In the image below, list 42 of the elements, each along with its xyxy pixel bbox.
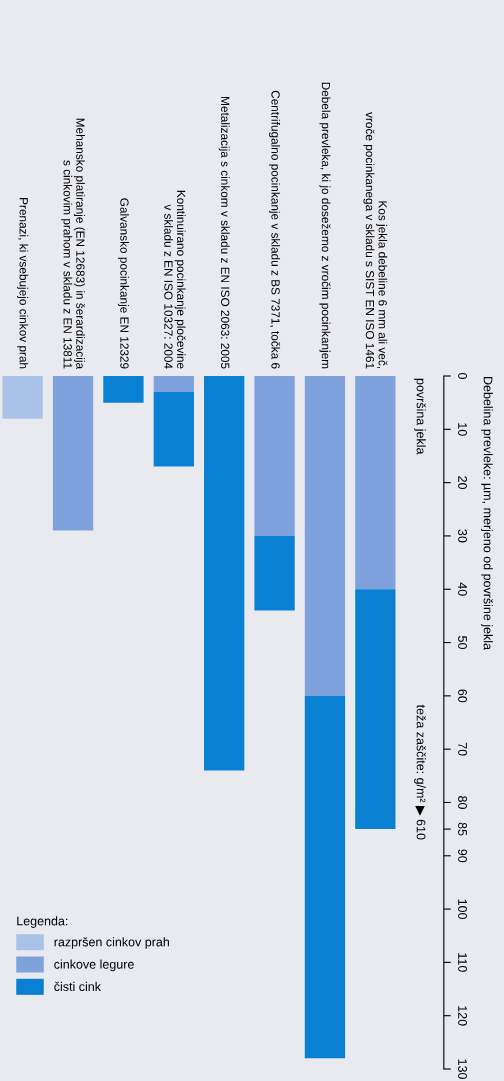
bar [103, 376, 144, 403]
x-tick-label: Kos jekla debeline 6 mm ali več, vroče pocinkanega v skladu s SIST EN ISO 1461 [363, 112, 388, 369]
y-tick-label: 60 [458, 689, 467, 703]
bar [52, 376, 94, 531]
bar [355, 376, 396, 590]
y-tick-label: 120 [458, 1006, 467, 1026]
y-tick-label: 40 [458, 582, 467, 596]
bar [153, 376, 194, 392]
x-tick-label: Mehansko platiranje (EN 12683) in šerardizacija s cinkovim prahom v skladu z EN 13811 [61, 118, 85, 370]
legend-label: razpršen cinkov prah [54, 937, 169, 949]
bar [355, 589, 396, 830]
bar [204, 376, 245, 771]
y-tick-label: 10 [458, 423, 467, 436]
y-tick-label: 30 [458, 529, 467, 543]
y-tick-label: 70 [458, 742, 467, 756]
y-tick-label: 0 [458, 373, 467, 379]
x-tick-label: Centrifugalno pocinkanje v skladu z BS 7371, točka 6 [269, 90, 281, 369]
y-tick-label: 85 [458, 822, 467, 836]
y-tick-label: 80 [458, 796, 467, 809]
y-tick-label: 130 [458, 1059, 467, 1079]
bar [304, 695, 346, 1059]
legend-label: cinkove legure [54, 959, 134, 972]
legend-title: Legenda: [17, 916, 68, 928]
bar [153, 391, 194, 467]
bar [254, 535, 295, 611]
x-tick-label: Prenazi, ki vsebujejo cinkov prah [17, 198, 29, 369]
y-tick-label: 110 [458, 953, 467, 972]
y-tick-label: 90 [458, 849, 467, 863]
bar [2, 376, 43, 419]
bar [304, 376, 346, 696]
x-tick-label: Metalizacija s cinkom v skladu z EN ISO 2063: 2005 [218, 97, 230, 369]
x-tick-label: Debela prevleka, ki jo dosežemo z vročim pocinkanjem [319, 82, 331, 369]
y-tick-label: 50 [458, 636, 467, 649]
x-tick-label: Galvansko pocinkanje EN 12329 [117, 198, 129, 369]
bar [254, 376, 295, 536]
y-axis-title: Debelina prevleke: µm, merjeno od površine jekla [481, 377, 493, 650]
text: površina jekla [414, 378, 426, 455]
y-tick-label: 100 [458, 899, 467, 920]
legend-label: čisti cink [54, 981, 101, 992]
x-tick-label: Kontinuirano pocinkanje pločevine v skladu z EN ISO 10327: 2004 [164, 190, 186, 369]
text: teža zaščite: g/m² ▶ 610 [414, 704, 426, 840]
y-tick-label: 20 [458, 476, 467, 490]
